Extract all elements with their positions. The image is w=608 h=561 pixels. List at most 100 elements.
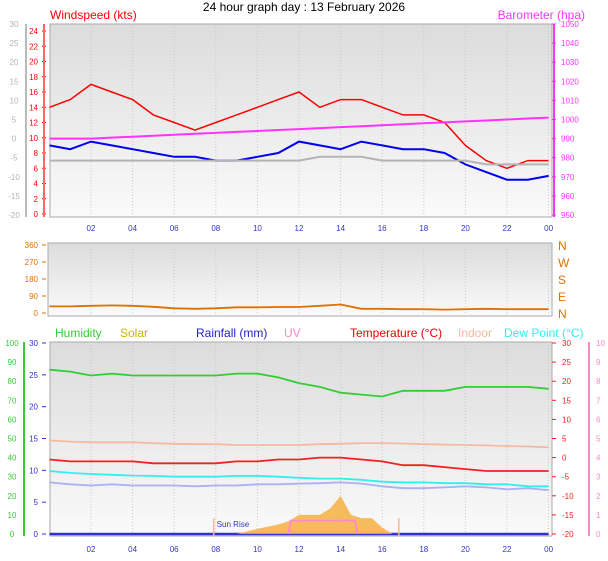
grey-axis-tick-label: 0 (12, 135, 17, 144)
wind-axis-tick-label: 14 (29, 103, 38, 112)
wind-axis-tick-label: 24 (29, 27, 38, 36)
other-series (49, 481, 549, 491)
uv-axis-tick-label: 10 (596, 339, 605, 348)
grey-axis-tick-label: 20 (10, 58, 19, 67)
rain-axis-tick-label: 10 (29, 466, 38, 475)
climate-legend: Humidity Solar Rainfall (mm) UV Temperat… (55, 326, 583, 340)
wind-axis-tick-label: 16 (29, 88, 38, 97)
direction-axis-tick-label: 90 (29, 292, 38, 301)
hour-tick-label: 08 (211, 224, 220, 233)
uv-axis-tick-label: 9 (596, 358, 601, 367)
grey-axis-tick-label: 15 (10, 77, 19, 86)
hour-tick-label: 00 (544, 545, 553, 554)
legend-dewpoint: Dew Point (°C) (504, 326, 583, 340)
uv-axis-tick-label: 8 (596, 377, 601, 386)
temp-axis-tick-label: -15 (562, 511, 574, 520)
temperature-series (49, 456, 549, 472)
uv-series (287, 519, 359, 535)
graph-title: 24 hour graph day : 13 February 2026 (203, 0, 405, 14)
humidity-axis-tick-label: 90 (8, 358, 17, 367)
rain-axis-tick-label: 30 (29, 339, 38, 348)
indoor-series (49, 439, 549, 449)
hour-tick-label: 16 (378, 224, 387, 233)
baro-axis-tick-label: 1030 (561, 58, 579, 67)
baro-axis-tick-label: 990 (561, 135, 575, 144)
legend-uv: UV (284, 326, 301, 340)
temp-axis-tick-label: 25 (562, 358, 571, 367)
direction-axis-tick-label: 0 (34, 309, 39, 318)
direction-axis-tick-label: 270 (25, 258, 39, 267)
humidity-axis-tick-label: 50 (8, 435, 17, 444)
compass-label: E (558, 290, 566, 304)
hour-tick-label: 20 (461, 545, 470, 554)
compass-label: S (558, 273, 566, 287)
uv-axis-tick-label: 1 (596, 511, 601, 520)
wind-axis-tick-label: 6 (34, 164, 39, 173)
baro-axis-tick-label: 1050 (561, 20, 579, 29)
windspeed-legend: Windspeed (kts) (50, 8, 137, 22)
grey-axis-tick-label: 10 (10, 96, 19, 105)
grey-axis-tick-label: -5 (10, 154, 18, 163)
baro-axis-tick-label: 970 (561, 173, 575, 182)
direction-panel-plot (47, 242, 553, 317)
humidity-series (49, 368, 549, 398)
wind-axis-tick-label: 10 (29, 134, 38, 143)
temp-axis-tick-label: 10 (562, 415, 571, 424)
humidity-axis-tick-label: 70 (8, 396, 17, 405)
barometer-legend: Barometer (hpa) (498, 8, 585, 22)
direction-axis-tick-label: 180 (25, 275, 39, 284)
humidity-axis-tick-label: 20 (8, 492, 17, 501)
gust-series (49, 83, 549, 170)
legend-temperature: Temperature (°C) (350, 326, 442, 340)
hour-tick-label: 12 (295, 545, 304, 554)
wind-axis-tick-label: 20 (29, 58, 38, 67)
wind-axis-tick-label: 22 (29, 42, 38, 51)
humidity-axis-tick-label: 10 (8, 511, 17, 520)
rain-axis-tick-label: 25 (29, 371, 38, 380)
barometer-series (49, 116, 549, 140)
hour-tick-label: 18 (419, 545, 428, 554)
uv-axis-tick-label: 3 (596, 473, 601, 482)
humidity-axis-tick-label: 60 (8, 415, 17, 424)
compass-label: N (558, 307, 567, 321)
legend-humidity: Humidity (55, 326, 102, 340)
wind-direction-series (49, 303, 549, 311)
temp-axis-tick-label: -5 (562, 473, 570, 482)
dewpoint-series (49, 470, 549, 488)
hour-tick-label: 22 (503, 224, 512, 233)
humidity-axis-tick-label: 40 (8, 454, 17, 463)
baro-axis-tick-label: 950 (561, 211, 575, 220)
hour-tick-label: 10 (253, 545, 262, 554)
grey-axis-tick-label: 30 (10, 20, 19, 29)
uv-axis-tick-label: 2 (596, 492, 601, 501)
baro-axis-tick-label: 980 (561, 154, 575, 163)
humidity-axis-tick-label: 30 (8, 473, 17, 482)
hour-tick-label: 08 (211, 545, 220, 554)
baro-axis-tick-label: 1000 (561, 116, 579, 125)
baro-axis-tick-label: 1010 (561, 96, 579, 105)
hour-tick-label: 16 (378, 545, 387, 554)
hour-tick-label: 06 (170, 224, 179, 233)
legend-indoor: Indoor (458, 326, 492, 340)
temp-axis-tick-label: -10 (562, 492, 574, 501)
hour-tick-label: 22 (503, 545, 512, 554)
uv-axis-tick-label: 7 (596, 396, 601, 405)
compass-label: W (558, 256, 570, 270)
wind-axis-tick-label: 4 (34, 180, 39, 189)
temp-axis-tick-label: 0 (562, 454, 567, 463)
hour-tick-label: 10 (253, 224, 262, 233)
grey-axis-tick-label: -10 (8, 173, 20, 182)
wind-axis-tick-label: 8 (34, 149, 39, 158)
temp-axis-tick-label: 30 (562, 339, 571, 348)
solar-series (236, 495, 393, 534)
hour-tick-label: 04 (128, 545, 137, 554)
uv-axis-tick-label: 0 (596, 530, 601, 539)
rain-axis-tick-label: 0 (34, 530, 39, 539)
wind-axis-tick-label: 2 (34, 195, 39, 204)
uv-axis-tick-label: 4 (596, 454, 601, 463)
wind-axis-tick-label: 0 (34, 210, 39, 219)
hour-tick-label: 02 (87, 224, 96, 233)
sun-rise-label: Sun Rise (217, 520, 250, 529)
hour-tick-label: 12 (295, 224, 304, 233)
